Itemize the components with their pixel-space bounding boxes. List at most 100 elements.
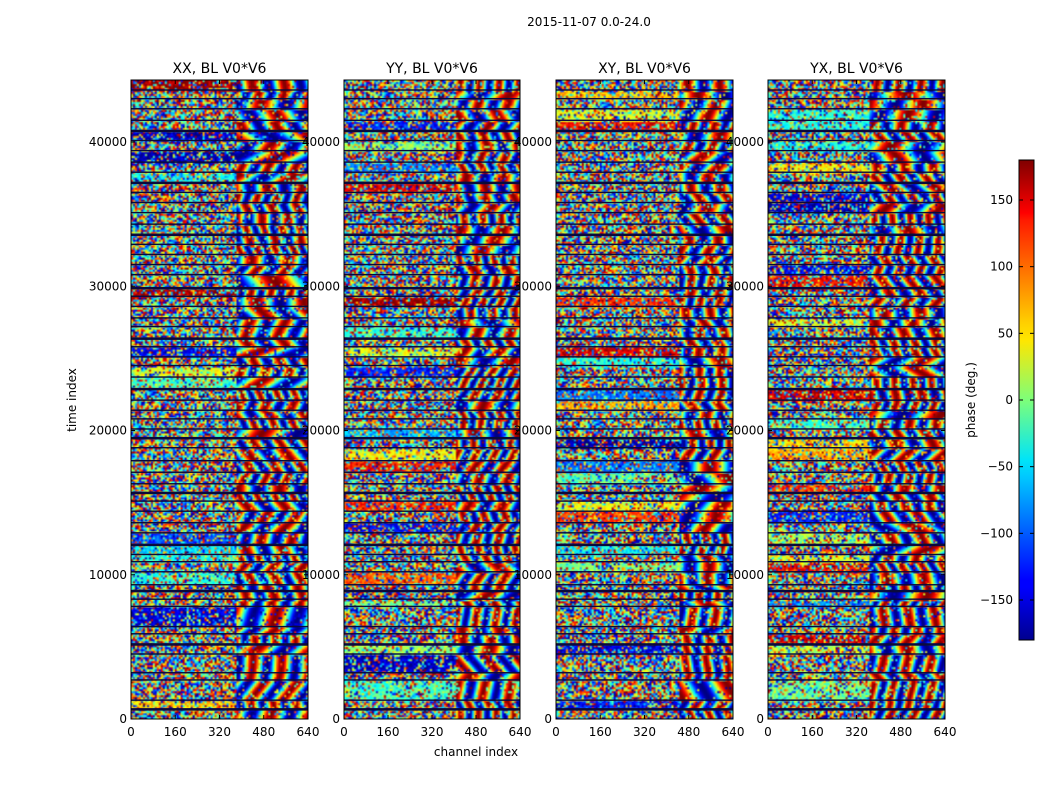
flagged-row-line [768, 447, 945, 449]
flagged-row-line [556, 295, 733, 297]
flagged-row-line [556, 598, 733, 600]
flagged-row-line [768, 191, 945, 194]
flagged-row-line [768, 543, 945, 547]
y-axis-label: time index [65, 368, 79, 432]
flagged-row-line [131, 447, 308, 449]
flagged-row-line [556, 436, 733, 440]
flagged-row-line [556, 633, 733, 635]
flagged-row-line [344, 89, 520, 91]
flagged-row-line [768, 223, 945, 225]
flagged-row-line [344, 560, 520, 563]
flagged-row-line [344, 543, 520, 547]
flagged-row-line [344, 191, 520, 194]
flagged-row-line [556, 286, 733, 290]
flagged-row-line [131, 633, 308, 635]
y-tick-label: 30000 [89, 279, 127, 293]
flagged-row-line [131, 211, 308, 214]
flagged-row-line [131, 679, 308, 681]
flagged-row-line [768, 672, 945, 674]
flagged-row-line [344, 317, 520, 319]
flagged-row-line [344, 553, 520, 556]
x-tick-label: 640 [509, 725, 532, 739]
flagged-row-line [768, 643, 945, 646]
flagged-row-line [556, 223, 733, 225]
flagged-row-line [768, 598, 945, 600]
flagged-row-line [768, 149, 945, 152]
flagged-row-line [344, 532, 520, 534]
flagged-row-line [131, 409, 308, 411]
flagged-row-line [344, 286, 520, 290]
flagged-row-line [556, 139, 733, 142]
y-tick-label: 40000 [514, 135, 552, 149]
flagged-row-line [131, 672, 308, 674]
flagged-row-line [131, 149, 308, 152]
panel-title: XX, BL V0*V6 [173, 61, 267, 77]
flagged-row-line [131, 625, 308, 628]
flagged-row-line [556, 699, 733, 701]
colorbar-ticks: −150 −100 −50 0 50 100 150 [980, 193, 1034, 607]
flagged-row-line [556, 672, 733, 674]
x-tick-label: 640 [934, 725, 957, 739]
flagged-row-line [556, 625, 733, 628]
flagged-row-line [131, 500, 308, 502]
colorbar-tick-label: 50 [998, 326, 1013, 340]
flagged-row-line [131, 181, 308, 185]
flagged-row-line [131, 233, 308, 237]
flagged-row-line [131, 653, 308, 655]
flagged-row-line [344, 201, 520, 204]
flagged-row-line [768, 428, 945, 430]
flagged-row-line [768, 418, 945, 420]
colorbar-tick-label: 150 [990, 193, 1013, 207]
x-tick-label: 480 [252, 725, 275, 739]
flagged-row-line [131, 418, 308, 420]
x-tick-label: 640 [722, 725, 745, 739]
flagged-row-line [344, 305, 520, 308]
flagged-row-line [131, 387, 308, 391]
flagged-row-line [344, 436, 520, 440]
x-tick-label: 0 [552, 725, 560, 739]
flagged-row-line [556, 643, 733, 646]
flagged-row-line [131, 243, 308, 246]
flagged-row-line [344, 325, 520, 328]
flagged-row-line [768, 119, 945, 121]
flagged-row-line [556, 243, 733, 246]
flagged-row-line [556, 553, 733, 556]
flagged-row-line [131, 699, 308, 701]
flagged-row-line [344, 139, 520, 142]
flagged-row-line [556, 364, 733, 367]
y-tick-label: 40000 [302, 135, 340, 149]
flagged-row-line [768, 653, 945, 655]
flagged-row-line [131, 483, 308, 485]
flagged-row-line [556, 491, 733, 495]
colorbar-tick-label: −50 [988, 460, 1013, 474]
flagged-row-line [131, 532, 308, 534]
flagged-row-line [556, 253, 733, 256]
flagged-row-line [556, 273, 733, 276]
flagged-row-line [131, 337, 308, 340]
flagged-row-line [344, 584, 520, 586]
flagged-row-line [768, 139, 945, 142]
flagged-row-line [131, 605, 308, 608]
flagged-row-line [131, 325, 308, 328]
flagged-row-line [344, 598, 520, 600]
flagged-row-line [131, 286, 308, 290]
flagged-row-line [556, 233, 733, 237]
y-tick-label: 0 [544, 712, 552, 726]
flagged-row-line [131, 356, 308, 358]
flagged-row-line [768, 356, 945, 358]
y-tick-label: 10000 [89, 568, 127, 582]
flagged-row-line [344, 387, 520, 391]
flagged-row-line [344, 418, 520, 420]
flagged-row-line [768, 295, 945, 297]
flagged-row-line [131, 161, 308, 163]
flagged-row-line [768, 584, 945, 586]
flagged-row-line [556, 263, 733, 266]
flagged-row-line [556, 605, 733, 608]
flagged-row-line [556, 571, 733, 573]
flagged-row-line [344, 672, 520, 674]
flagged-row-line [344, 500, 520, 502]
flagged-row-line [131, 89, 308, 91]
flagged-row-line [768, 409, 945, 411]
flagged-row-line [556, 543, 733, 547]
flagged-row-line [131, 223, 308, 225]
